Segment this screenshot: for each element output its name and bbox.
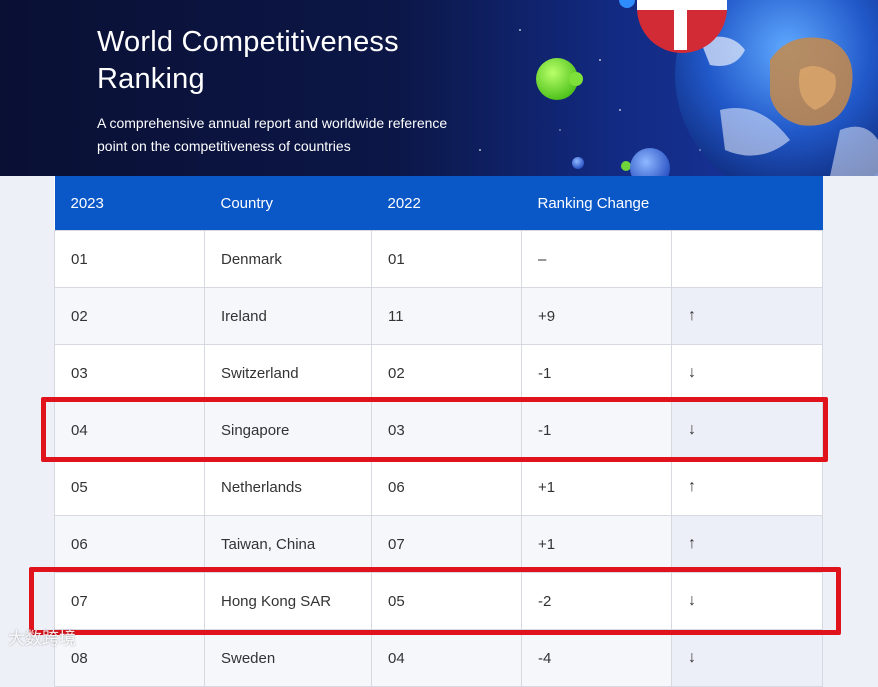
header-arrow	[671, 176, 823, 231]
change-arrow-cell	[671, 230, 823, 288]
header-2022[interactable]: 2022	[371, 176, 522, 231]
country-cell: Ireland	[204, 287, 372, 345]
table-row: 08 Sweden 04 -4 ↓	[54, 629, 823, 687]
change-cell: +1	[521, 515, 672, 573]
header-country[interactable]: Country	[204, 176, 372, 231]
table-row: 07 Hong Kong SAR 05 -2 ↓	[54, 572, 823, 630]
page-title: World Competitiveness Ranking	[97, 26, 399, 95]
rank-2023-cell: 04	[54, 401, 205, 459]
arrow-down-icon: ↓	[671, 572, 823, 630]
country-cell: Netherlands	[204, 458, 372, 516]
rank-2022-cell: 01	[371, 230, 522, 288]
small-blue-dot	[619, 0, 635, 8]
table-row: 03 Switzerland 02 -1 ↓	[54, 344, 823, 402]
rank-2023-cell: 07	[54, 572, 205, 630]
rank-2022-cell: 06	[371, 458, 522, 516]
rank-2022-cell: 05	[371, 572, 522, 630]
header-ranking-change[interactable]: Ranking Change	[521, 176, 672, 231]
denmark-flag-ball	[637, 0, 727, 53]
stars	[479, 29, 701, 151]
green-dot	[621, 161, 631, 171]
rank-2022-cell: 02	[371, 344, 522, 402]
arrow-up-icon: ↑	[671, 458, 823, 516]
rank-2023-cell: 02	[54, 287, 205, 345]
arrow-down-icon: ↓	[671, 344, 823, 402]
table-row: 04 Singapore 03 -1 ↓	[54, 401, 823, 459]
watermark-text: 大数跨境	[8, 629, 76, 648]
table-row: 02 Ireland 11 +9 ↑	[54, 287, 823, 345]
rank-2022-cell: 11	[371, 287, 522, 345]
page-subtitle: A comprehensive annual report and worldw…	[97, 115, 448, 154]
globe-image	[675, 0, 878, 176]
table-header-row: 2023 Country 2022 Ranking Change	[54, 176, 823, 231]
table-row: 01 Denmark 01 –	[54, 230, 823, 288]
arrow-up-icon: ↑	[671, 287, 823, 345]
hero-banner: World Competitiveness Ranking A comprehe…	[0, 0, 878, 176]
rank-2023-cell: 05	[54, 458, 205, 516]
rank-2022-cell: 04	[371, 629, 522, 687]
change-cell: -2	[521, 572, 672, 630]
change-cell: -1	[521, 401, 672, 459]
country-cell: Sweden	[204, 629, 372, 687]
change-cell: -4	[521, 629, 672, 687]
rank-2023-cell: 06	[54, 515, 205, 573]
change-cell: –	[521, 230, 672, 288]
rank-2022-cell: 03	[371, 401, 522, 459]
header-2023[interactable]: 2023	[54, 176, 205, 231]
country-cell: Taiwan, China	[204, 515, 372, 573]
change-cell: +1	[521, 458, 672, 516]
rank-2022-cell: 07	[371, 515, 522, 573]
country-cell: Hong Kong SAR	[204, 572, 372, 630]
arrow-up-icon: ↑	[671, 515, 823, 573]
blue-bubble-large	[630, 148, 670, 176]
rank-2023-cell: 03	[54, 344, 205, 402]
blue-bubble-small	[572, 157, 584, 169]
ranking-table: 2023 Country 2022 Ranking Change 01 Denm…	[54, 176, 823, 687]
country-cell: Singapore	[204, 401, 372, 459]
country-cell: Switzerland	[204, 344, 372, 402]
arrow-down-icon: ↓	[671, 401, 823, 459]
change-cell: +9	[521, 287, 672, 345]
table-row: 05 Netherlands 06 +1 ↑	[54, 458, 823, 516]
rank-2023-cell: 01	[54, 230, 205, 288]
hero-decoration	[479, 0, 878, 176]
green-bubble	[536, 58, 583, 100]
table-row: 06 Taiwan, China 07 +1 ↑	[54, 515, 823, 573]
arrow-down-icon: ↓	[671, 629, 823, 687]
rank-2023-cell: 08	[54, 629, 205, 687]
country-cell: Denmark	[204, 230, 372, 288]
change-cell: -1	[521, 344, 672, 402]
